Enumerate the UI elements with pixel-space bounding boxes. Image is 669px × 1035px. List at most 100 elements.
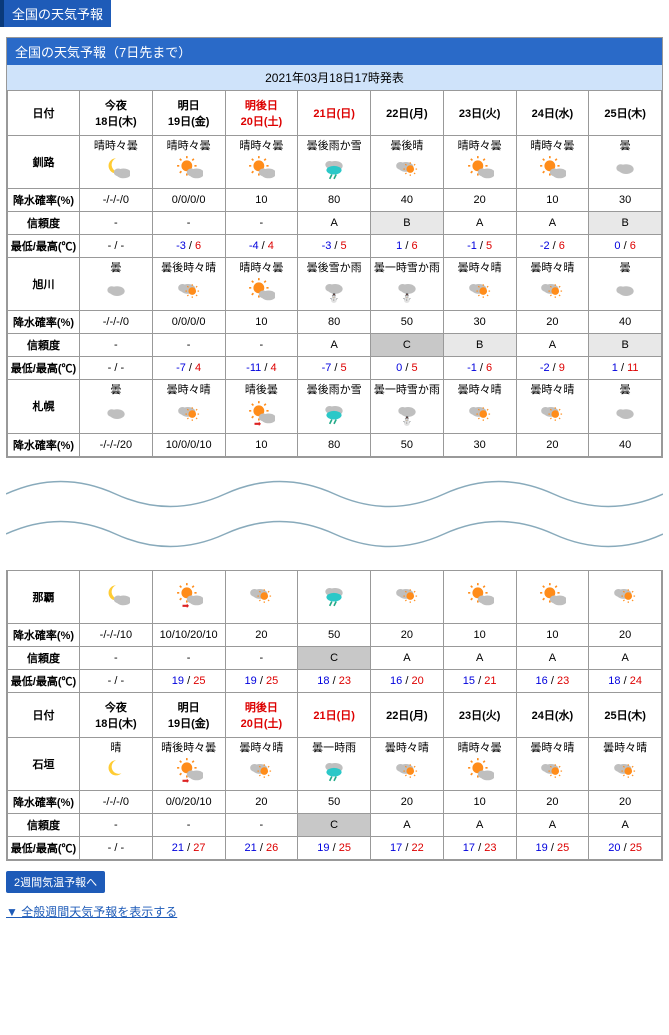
weather-cell: 晴時々曇	[225, 258, 298, 311]
weather-cell: 晴	[80, 737, 153, 790]
precip-cell: -/-/-/20	[80, 433, 153, 456]
weather-cell	[298, 570, 371, 623]
date-header: 21日(日)	[298, 91, 371, 136]
weather-cell: 曇一時雨	[298, 737, 371, 790]
weather-cell: 曇一時雪か雨⛄	[371, 258, 444, 311]
conf-cell: A	[589, 646, 662, 669]
precip-cell: -/-/-/10	[80, 623, 153, 646]
weather-cell: 曇後時々晴	[152, 258, 225, 311]
weather-cell: 曇	[80, 380, 153, 433]
weather-icon: ⛄	[393, 277, 421, 306]
precip-cell: 30	[589, 189, 662, 212]
precip-cell: 40	[589, 311, 662, 334]
temp-cell: 15 / 21	[443, 669, 516, 692]
weather-cell	[589, 570, 662, 623]
precip-cell: 20	[589, 623, 662, 646]
weather-cell: 晴時々曇	[225, 136, 298, 189]
row-temp-label: 最低/最高(℃)	[8, 836, 80, 859]
conf-cell: A	[516, 813, 589, 836]
conf-cell: -	[80, 334, 153, 357]
date-header: 25日(木)	[589, 91, 662, 136]
precip-cell: 20	[371, 623, 444, 646]
conf-cell: B	[589, 212, 662, 235]
weather-icon	[466, 155, 494, 184]
date-header: 明後日20日(土)	[225, 692, 298, 737]
weather-cell: 晴時々曇	[152, 136, 225, 189]
temp-cell: 20 / 25	[589, 836, 662, 859]
temp-cell: 19 / 25	[298, 836, 371, 859]
precip-cell: 20	[443, 189, 516, 212]
temp-cell: 1 / 11	[589, 357, 662, 380]
weather-cell: 曇一時雪か雨⛄	[371, 380, 444, 433]
conf-cell: -	[80, 212, 153, 235]
weather-icon	[102, 155, 130, 184]
precip-cell: 10/0/0/10	[152, 433, 225, 456]
weather-cell: 曇後雪か雨⛄	[298, 258, 371, 311]
precip-cell: 10	[225, 311, 298, 334]
row-precip-label: 降水確率(%)	[8, 790, 80, 813]
weather-cell: 晴時々曇	[443, 737, 516, 790]
row-precip-label: 降水確率(%)	[8, 433, 80, 456]
link-2week-temp[interactable]: 2週間気温予報へ	[6, 871, 663, 893]
precip-cell: -/-/-/0	[80, 790, 153, 813]
conf-cell: A	[298, 212, 371, 235]
precip-cell: 50	[298, 790, 371, 813]
forecast-table-top: 日付今夜18日(木)明日19日(金)明後日20日(土)21日(日)22日(月)2…	[7, 90, 662, 457]
date-header: 21日(日)	[298, 692, 371, 737]
weather-icon	[538, 155, 566, 184]
weather-icon	[393, 155, 421, 184]
date-header: 25日(木)	[589, 692, 662, 737]
weather-icon	[102, 277, 130, 306]
city-name: 石垣	[8, 737, 80, 790]
temp-cell: - / -	[80, 836, 153, 859]
weather-icon	[102, 582, 130, 611]
weather-icon	[466, 400, 494, 429]
svg-text:⛄: ⛄	[401, 415, 412, 425]
forecast-table-bottom: 那覇降水確率(%)-/-/-/1010/10/20/10205020101020…	[7, 570, 662, 860]
conf-cell: A	[589, 813, 662, 836]
date-header: 今夜18日(木)	[80, 91, 153, 136]
conf-cell: -	[152, 212, 225, 235]
box-title: 全国の天気予報（7日先まで）	[7, 38, 662, 65]
col-date-label: 日付	[8, 91, 80, 136]
date-header: 24日(水)	[516, 91, 589, 136]
temp-cell: 18 / 23	[298, 669, 371, 692]
conf-cell: A	[371, 813, 444, 836]
conf-cell: B	[443, 334, 516, 357]
weather-cell: 晴時々曇	[80, 136, 153, 189]
weather-icon	[320, 757, 348, 786]
temp-cell: - / -	[80, 669, 153, 692]
precip-cell: 80	[298, 311, 371, 334]
weather-cell	[516, 570, 589, 623]
conf-cell: -	[225, 813, 298, 836]
weather-cell: 晴後時々曇	[152, 737, 225, 790]
date-header: 23日(火)	[443, 692, 516, 737]
conf-cell: A	[443, 212, 516, 235]
weather-cell	[152, 570, 225, 623]
temp-cell: -11 / 4	[225, 357, 298, 380]
weather-icon	[393, 757, 421, 786]
svg-text:⛄: ⛄	[401, 293, 412, 303]
date-header: 22日(月)	[371, 692, 444, 737]
conf-cell: C	[298, 813, 371, 836]
temp-cell: -7 / 4	[152, 357, 225, 380]
weather-icon	[175, 757, 203, 786]
conf-cell: A	[516, 646, 589, 669]
weather-icon	[175, 155, 203, 184]
weather-icon	[466, 582, 494, 611]
weather-cell: 曇時々晴	[589, 737, 662, 790]
precip-cell: 80	[298, 189, 371, 212]
conf-cell: -	[225, 334, 298, 357]
conf-cell: A	[298, 334, 371, 357]
date-header: 22日(月)	[371, 91, 444, 136]
weather-cell	[371, 570, 444, 623]
weather-icon	[320, 400, 348, 429]
date-header: 明後日20日(土)	[225, 91, 298, 136]
temp-cell: 16 / 20	[371, 669, 444, 692]
row-conf-label: 信頼度	[8, 646, 80, 669]
weather-cell: 晴後曇	[225, 380, 298, 433]
row-precip-label: 降水確率(%)	[8, 189, 80, 212]
weather-icon	[247, 582, 275, 611]
link-general-weekly[interactable]: ▼ 全般週間天気予報を表示する	[6, 903, 663, 920]
weather-cell: 曇	[80, 258, 153, 311]
